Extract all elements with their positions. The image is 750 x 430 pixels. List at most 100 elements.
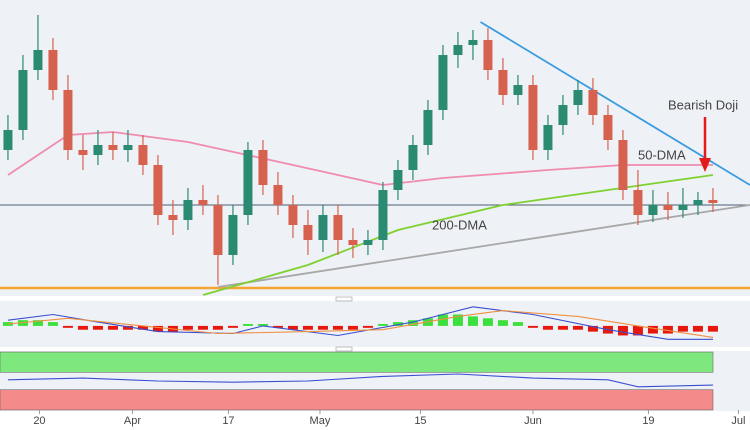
macd-bar bbox=[452, 314, 463, 326]
macd-bar bbox=[287, 325, 298, 330]
candle-body bbox=[678, 205, 688, 210]
annotation-arrow bbox=[699, 117, 711, 172]
candle-body bbox=[258, 150, 268, 185]
macd-bar bbox=[497, 320, 508, 326]
candle-body bbox=[123, 145, 133, 150]
macd-bar bbox=[677, 325, 688, 332]
macd-bar bbox=[632, 325, 643, 336]
macd-bar bbox=[62, 325, 73, 328]
candle-body bbox=[363, 240, 373, 245]
macd-bar bbox=[407, 320, 418, 326]
macd-bar bbox=[587, 325, 598, 332]
candle-body bbox=[168, 215, 178, 220]
macd-bar bbox=[302, 325, 313, 330]
candle-body bbox=[18, 70, 28, 130]
candle-body bbox=[468, 40, 478, 45]
candle-body bbox=[183, 200, 193, 220]
candle-body bbox=[618, 140, 628, 190]
candle-body bbox=[633, 190, 643, 215]
candle-body bbox=[603, 115, 613, 140]
macd-bar bbox=[212, 325, 223, 330]
series-label: 50-DMA bbox=[638, 147, 686, 162]
macd-bar bbox=[557, 325, 568, 330]
x-tick-label: 17 bbox=[222, 415, 234, 427]
macd-bar bbox=[152, 325, 163, 332]
rsi-zone bbox=[0, 389, 714, 411]
macd-bar bbox=[377, 324, 388, 326]
candle-body bbox=[573, 90, 583, 105]
candle-body bbox=[198, 200, 208, 205]
candle-body bbox=[408, 145, 418, 170]
macd-bar bbox=[512, 322, 523, 326]
macd-bar bbox=[662, 325, 673, 334]
macd-bar bbox=[482, 318, 493, 326]
macd-bar bbox=[182, 325, 193, 330]
x-tick-label: 20 bbox=[33, 415, 45, 427]
macd-bar bbox=[242, 324, 253, 326]
candle-body bbox=[153, 165, 163, 215]
rsi-line bbox=[7, 373, 714, 388]
macd-bar bbox=[107, 325, 118, 330]
x-tick-label: 15 bbox=[414, 415, 426, 427]
macd-bar bbox=[527, 325, 538, 328]
candle-body bbox=[243, 150, 253, 215]
x-tick-label: Jul bbox=[731, 415, 745, 427]
macd-bar bbox=[77, 325, 88, 330]
x-tick-label: Jun bbox=[524, 415, 542, 427]
macd-bar bbox=[347, 325, 358, 330]
macd-bar bbox=[392, 322, 403, 326]
panel-handle[interactable] bbox=[335, 296, 353, 352]
annotation-label: Bearish Doji bbox=[668, 97, 738, 112]
macd-line bbox=[7, 306, 713, 340]
macd-line bbox=[7, 310, 714, 338]
candle-body bbox=[48, 50, 58, 90]
candle-body bbox=[348, 240, 358, 245]
macd-bar bbox=[542, 325, 553, 330]
candle-body bbox=[93, 145, 103, 155]
macd-bar bbox=[437, 314, 448, 326]
macd-bar bbox=[47, 322, 58, 326]
candle-body bbox=[108, 145, 118, 150]
macd-bar bbox=[617, 325, 628, 336]
candle-body bbox=[708, 200, 718, 203]
macd-bar bbox=[272, 325, 283, 328]
x-tick-label: May bbox=[310, 415, 331, 427]
macd-bar bbox=[32, 320, 43, 326]
macd-bar bbox=[572, 325, 583, 330]
candle-body bbox=[543, 125, 553, 150]
candle-body bbox=[213, 205, 223, 255]
candle-body bbox=[513, 85, 523, 95]
candle-body bbox=[3, 130, 13, 150]
candle-body bbox=[498, 70, 508, 95]
macd-bar bbox=[257, 324, 268, 326]
candle-body bbox=[423, 110, 433, 145]
candle-body bbox=[693, 200, 703, 205]
candle-body bbox=[558, 105, 568, 125]
macd-bar bbox=[227, 325, 238, 328]
macd-bar bbox=[332, 325, 343, 330]
macd-bar bbox=[467, 316, 478, 326]
candle-body bbox=[63, 90, 73, 150]
candle-body bbox=[483, 40, 493, 70]
candle-body bbox=[228, 215, 238, 255]
candle-body bbox=[648, 205, 658, 215]
x-tick-label: 19 bbox=[642, 415, 654, 427]
candle-body bbox=[378, 190, 388, 240]
candle-body bbox=[78, 150, 88, 155]
trendline bbox=[217, 204, 750, 288]
moving-average bbox=[7, 131, 713, 186]
candle-body bbox=[33, 50, 43, 70]
macd-bar bbox=[122, 325, 133, 330]
macd-bar bbox=[707, 325, 718, 332]
candle-body bbox=[393, 170, 403, 190]
candle-body bbox=[333, 215, 343, 240]
macd-bar bbox=[317, 325, 328, 330]
macd-bar bbox=[362, 325, 373, 328]
rsi-zone bbox=[0, 351, 714, 373]
macd-bar bbox=[92, 325, 103, 330]
candle-body bbox=[528, 85, 538, 150]
macd-bar bbox=[2, 322, 13, 326]
plot-layers: 20 Apr 17 May 15 Jun 19 Jul bbox=[0, 15, 750, 427]
